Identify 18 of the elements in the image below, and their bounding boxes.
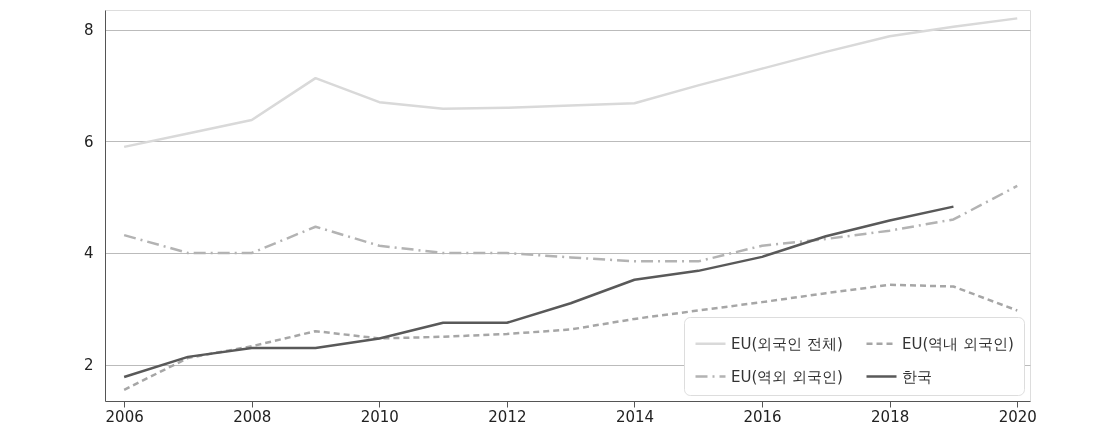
x-tick-label: 2012 bbox=[488, 407, 527, 426]
line-series bbox=[122, 17, 1019, 149]
y-tick-label: 2 bbox=[83, 356, 94, 375]
legend-label: EU(역외 외국인) bbox=[731, 367, 843, 386]
y-tick-label: 4 bbox=[83, 244, 94, 263]
x-tick-label: 2010 bbox=[360, 407, 399, 426]
x-tick-label: 2016 bbox=[743, 407, 782, 426]
x-tick-label: 2006 bbox=[105, 407, 144, 426]
x-tick-label: 2018 bbox=[871, 407, 910, 426]
legend-label: 한국 bbox=[902, 367, 932, 386]
legend-label: EU(역내 외국인) bbox=[902, 334, 1014, 353]
x-tick-label: 2008 bbox=[233, 407, 272, 426]
x-tick-label: 2014 bbox=[615, 407, 655, 426]
y-tick-label: 8 bbox=[83, 21, 94, 40]
line-series bbox=[122, 283, 1019, 392]
y-tick-label: 6 bbox=[83, 132, 94, 151]
legend-label: EU(외국인 전체) bbox=[731, 334, 843, 353]
x-tick-label: 2020 bbox=[998, 407, 1037, 426]
